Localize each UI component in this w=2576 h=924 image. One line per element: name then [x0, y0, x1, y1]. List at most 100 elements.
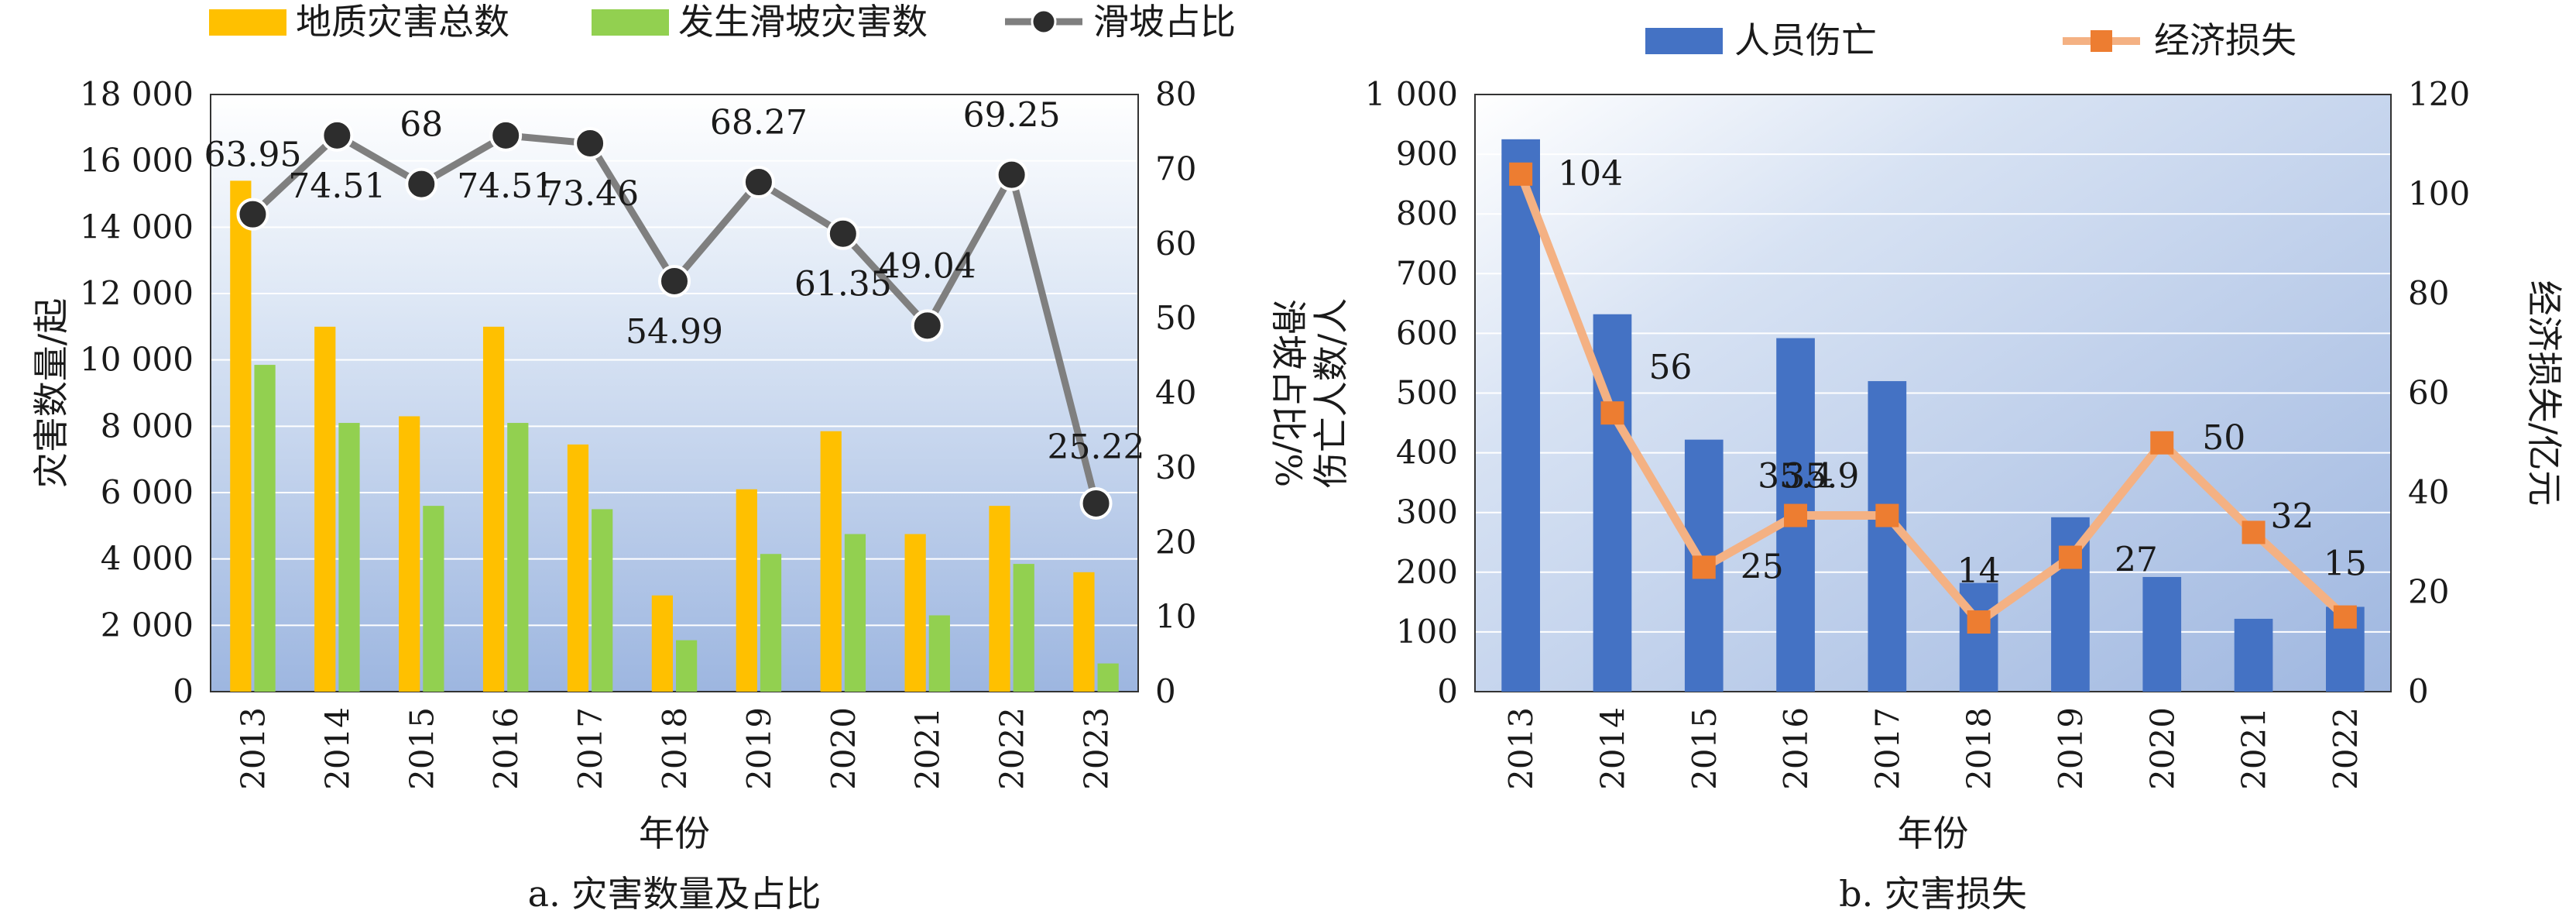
legend-swatch-landslide [592, 9, 669, 36]
x-tick-label: 2017 [571, 707, 609, 790]
x-axis-title: 年份 [639, 812, 710, 854]
bar-casualties-2018 [1959, 582, 1998, 692]
data-label-loss: 50 [2202, 418, 2245, 458]
y2-tick-label: 0 [1155, 672, 1176, 710]
bar-landslide-2018 [676, 640, 698, 692]
y2-tick-label: 60 [1155, 225, 1196, 263]
x-tick-label: 2022 [993, 707, 1031, 790]
bar-landslide-2016 [507, 423, 529, 692]
y2-axis-title: 滑坡占比/% [1267, 299, 1309, 487]
legend-label-loss: 经济损失 [2154, 19, 2296, 61]
bar-total-2014 [314, 326, 336, 692]
y2-tick-label: 30 [1155, 448, 1196, 486]
data-label-ratio: 49.04 [879, 246, 976, 286]
y2-tick-label: 10 [1155, 598, 1196, 636]
x-tick-label: 2015 [1686, 707, 1724, 790]
plot-border [210, 94, 1139, 692]
y-tick-label: 500 [1396, 374, 1458, 412]
y2-tick-label: 40 [2408, 473, 2449, 511]
y-tick-label: 2 000 [101, 606, 194, 644]
bar-landslide-2014 [338, 423, 360, 692]
y-tick-label: 100 [1396, 613, 1458, 651]
data-label-ratio: 68 [400, 105, 443, 145]
point-ratio-2018 [658, 265, 691, 298]
x-tick-label: 2016 [487, 707, 525, 790]
data-label-ratio: 73.46 [541, 174, 639, 214]
data-label-ratio: 54.99 [626, 312, 723, 352]
y2-tick-label: 0 [2408, 672, 2429, 710]
x-tick-label: 2018 [1960, 707, 1998, 790]
bar-total-2013 [230, 180, 252, 692]
x-tick-label: 2013 [234, 707, 272, 790]
bar-casualties-2020 [2142, 576, 2182, 692]
panel-a-chart: 0 2 000 4 000 6 000 8 000 10 000 12 000 14 000 1… [30, 1, 1309, 915]
x-tick-label: 2019 [740, 707, 778, 790]
panel-b-chart: 0 100 200 300 400 500 600 700 800 900 1 000 0 20 40 60… [1310, 19, 2565, 915]
data-label-loss: 35.9 [1783, 457, 1859, 496]
x-tick-label: 2014 [1593, 707, 1631, 790]
y-tick-label: 12 000 [80, 274, 194, 312]
bar-landslide-2019 [760, 554, 782, 692]
y2-tick-label: 70 [1155, 149, 1196, 187]
legend-marker-ratio [1031, 9, 1057, 35]
data-label-ratio: 63.95 [204, 136, 301, 175]
x-axis-title: 年份 [1898, 812, 1969, 854]
y-tick-label: 300 [1396, 493, 1458, 531]
point-ratio-2023 [1079, 486, 1113, 520]
point-loss-2018 [1967, 610, 1991, 634]
data-label-loss: 27 [2115, 541, 2158, 580]
y2-tick-label: 80 [1155, 75, 1196, 113]
y2-tick-label: 20 [1155, 523, 1196, 561]
data-label-loss: 56 [1648, 348, 1692, 387]
y2-tick-label: 100 [2408, 175, 2470, 213]
point-ratio-2016 [489, 119, 523, 152]
bar-landslide-2015 [423, 506, 444, 692]
x-tick-label: 2015 [403, 707, 441, 790]
bar-landslide-2021 [928, 615, 950, 692]
y-tick-label: 6 000 [101, 473, 194, 511]
x-tick-label: 2020 [825, 707, 863, 790]
point-loss-2016 [1784, 503, 1808, 527]
bar-total-2020 [820, 431, 842, 692]
data-label-ratio: 74.51 [457, 167, 554, 206]
point-loss-2017 [1875, 503, 1899, 527]
plot-area [211, 94, 1138, 692]
point-ratio-2013 [236, 198, 269, 231]
legend-label-casualties: 人员伤亡 [1734, 19, 1877, 61]
y-axis-title: 灾害数量/起 [30, 298, 72, 489]
point-ratio-2015 [405, 167, 438, 201]
legend: 人员伤亡 经济损失 [1645, 19, 2296, 61]
y2-tick-label: 120 [2408, 75, 2470, 113]
legend: 地质灾害总数 发生滑坡灾害数 滑坡占比 [209, 1, 1236, 43]
y-tick-label: 10 000 [80, 341, 194, 379]
y2-tick-label: 50 [1155, 299, 1196, 337]
point-loss-2015 [1692, 555, 1716, 579]
legend-label-ratio: 滑坡占比 [1093, 1, 1236, 43]
legend-label-total: 地质灾害总数 [296, 1, 509, 43]
y-tick-label: 700 [1396, 254, 1458, 292]
x-tick-label: 2016 [1777, 707, 1815, 790]
point-loss-2021 [2242, 520, 2266, 544]
y-tick-label: 200 [1396, 553, 1458, 591]
bar-total-2018 [651, 595, 673, 692]
series-line-loss [1517, 172, 2348, 627]
legend-swatch-total [209, 9, 286, 36]
panel-caption: a. 灾害数量及占比 [528, 873, 822, 915]
y-tick-label: 1 000 [1365, 75, 1458, 113]
bar-landslide-2017 [592, 509, 613, 692]
y-tick-label: 18 000 [80, 75, 194, 113]
point-loss-2019 [2058, 545, 2082, 569]
x-tick-label: 2014 [318, 707, 356, 790]
x-tick-label: 2023 [1078, 707, 1116, 790]
bar-landslide-2022 [1013, 564, 1034, 692]
x-tick-label: 2018 [656, 707, 694, 790]
point-ratio-2021 [911, 309, 944, 342]
data-label-loss: 25 [1741, 547, 1784, 586]
bar-total-2022 [989, 506, 1010, 692]
y-tick-label: 16 000 [80, 142, 194, 180]
x-tick-label: 2013 [1502, 707, 1540, 790]
x-tick-label: 2020 [2143, 707, 2181, 790]
data-label-loss: 14 [1957, 551, 2001, 591]
